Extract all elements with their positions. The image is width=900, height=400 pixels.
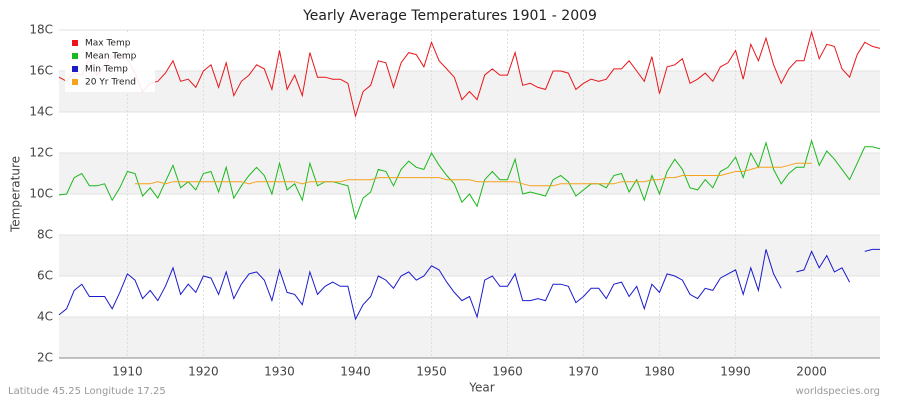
x-tick-label: 1920 xyxy=(188,365,219,379)
x-tick-label: 1970 xyxy=(568,365,599,379)
series-line xyxy=(58,30,881,119)
legend-label: Max Temp xyxy=(85,39,131,49)
series-line xyxy=(58,138,881,221)
legend-swatch xyxy=(72,40,78,46)
legend-label: Mean Temp xyxy=(85,52,137,62)
legend-swatch xyxy=(72,79,78,85)
legend-box xyxy=(65,34,155,92)
x-tick-label: 1930 xyxy=(264,365,295,379)
chart-title: Yearly Average Temperatures 1901 - 2009 xyxy=(302,8,597,24)
y-tick-label: 10C xyxy=(29,187,53,201)
y-tick-label: 6C xyxy=(37,269,53,283)
y-axis-label: Temperature xyxy=(9,156,23,233)
y-tick-label: 4C xyxy=(37,310,53,324)
legend-label: Min Temp xyxy=(85,65,128,75)
grid-band xyxy=(59,235,880,276)
legend: Max Temp Mean Temp Min Temp 20 Yr Trend xyxy=(65,34,155,92)
x-tick-label: 1960 xyxy=(492,365,523,379)
grid-band xyxy=(59,317,880,358)
series-line xyxy=(58,248,880,321)
x-tick-label: 1980 xyxy=(644,365,675,379)
x-axis-label: Year xyxy=(468,381,494,395)
y-tick-label: 18C xyxy=(29,23,53,37)
x-tick-label: 1940 xyxy=(340,365,371,379)
legend-swatch xyxy=(72,66,78,72)
legend-label: 20 Yr Trend xyxy=(85,78,136,88)
series-line xyxy=(135,162,812,187)
grid-band xyxy=(59,153,880,194)
footer-left: Latitude 45.25 Longitude 17.25 xyxy=(8,386,166,397)
footer-right: worldspecies.org xyxy=(796,386,880,397)
x-tick-label: 2000 xyxy=(796,365,827,379)
y-tick-label: 12C xyxy=(29,146,53,160)
x-tick-label: 1950 xyxy=(416,365,447,379)
legend-swatch xyxy=(72,53,78,59)
y-tick-label: 8C xyxy=(37,228,53,242)
y-tick-label: 14C xyxy=(29,105,53,119)
x-tick-label: 1990 xyxy=(720,365,751,379)
x-tick-label: 1910 xyxy=(112,365,143,379)
y-tick-label: 2C xyxy=(37,351,53,365)
y-tick-label: 16C xyxy=(29,64,53,78)
